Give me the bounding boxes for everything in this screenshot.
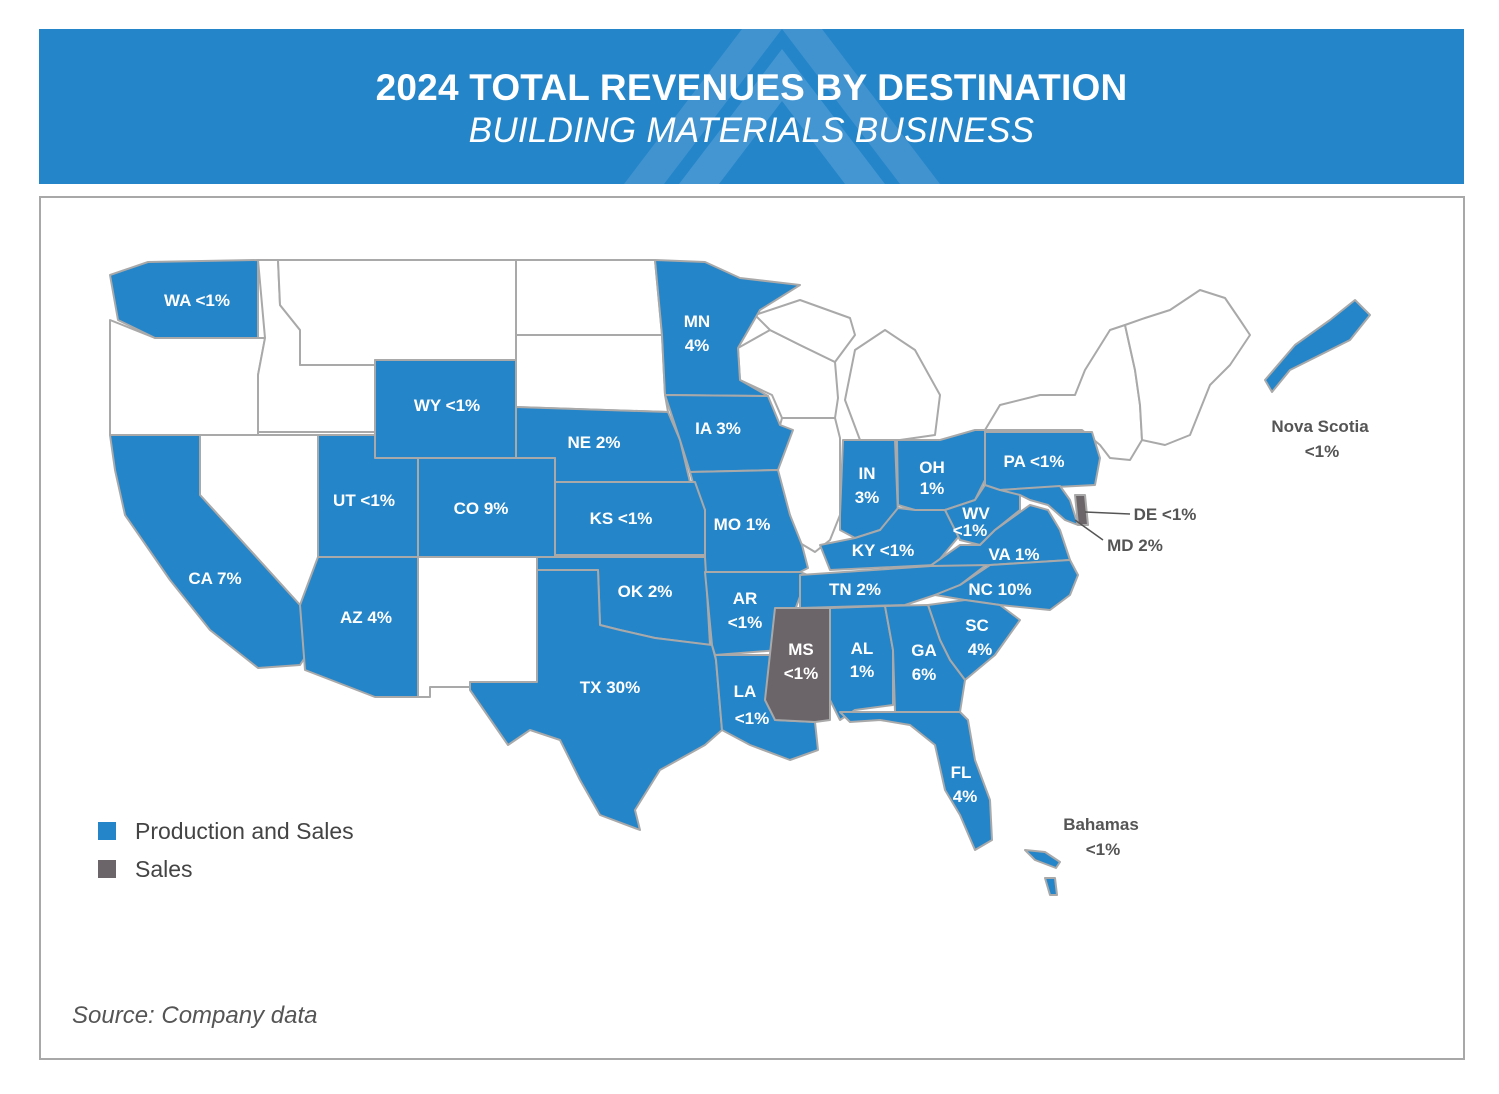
label-CA: CA 7% <box>188 569 241 588</box>
state-ND <box>515 259 663 336</box>
state-WV <box>944 484 1021 546</box>
region-nova-scotia <box>1264 299 1371 393</box>
label-KS: KS <1% <box>590 509 653 528</box>
label-VA: VA 1% <box>988 545 1039 564</box>
label-bahamas: Bahamas <box>1063 815 1139 834</box>
state-GA <box>884 604 966 713</box>
legend-label: Production and Sales <box>135 817 354 844</box>
label-nova-scotia: Nova Scotia <box>1271 417 1369 436</box>
label-AR: AR <box>733 589 758 608</box>
label-AL: AL <box>851 639 874 658</box>
label-MD: MD 2% <box>1107 536 1163 555</box>
value-MN: 4% <box>685 336 710 355</box>
state-KY <box>819 507 961 571</box>
state-FL <box>839 711 993 851</box>
label-UT: UT <1% <box>333 491 395 510</box>
value-FL: 4% <box>953 787 978 806</box>
legend-label: Sales <box>135 855 193 882</box>
label-NC: NC 10% <box>968 580 1031 599</box>
value-bahamas: <1% <box>1086 840 1121 859</box>
label-KY: KY <1% <box>852 541 915 560</box>
label-DE: DE <1% <box>1134 505 1197 524</box>
value-LA: <1% <box>735 709 770 728</box>
state-DE <box>1074 494 1089 526</box>
label-LA: LA <box>734 682 757 701</box>
label-PA: PA <1% <box>1004 452 1065 471</box>
value-SC: 4% <box>968 640 993 659</box>
legend-item-sales: Sales <box>98 850 354 888</box>
label-IN: IN <box>859 464 876 483</box>
value-GA: 6% <box>912 665 937 684</box>
page-title: 2024 TOTAL REVENUES BY DESTINATION <box>375 67 1128 108</box>
value-WV: <1% <box>953 521 988 540</box>
label-GA: GA <box>911 641 937 660</box>
label-MN: MN <box>684 312 710 331</box>
state-SD <box>515 334 669 413</box>
chevron-logo-watermark <box>624 29 940 184</box>
value-MS: <1% <box>784 664 819 683</box>
state-MN <box>654 259 801 397</box>
label-WV: WV <box>962 504 990 523</box>
label-WA: WA <1% <box>164 291 230 310</box>
state-WA <box>109 259 259 339</box>
state-MT <box>277 259 517 366</box>
state-MD <box>999 485 1079 526</box>
state-OH <box>896 429 986 511</box>
state-NM <box>417 556 538 698</box>
state-VA <box>929 504 1071 567</box>
value-IN: 3% <box>855 488 880 507</box>
state-AZ <box>299 556 419 698</box>
label-WY: WY <1% <box>414 396 480 415</box>
label-OK: OK 2% <box>618 582 673 601</box>
header-banner: 2024 TOTAL REVENUES BY DESTINATION BUILD… <box>39 29 1464 184</box>
page-subtitle: BUILDING MATERIALS BUSINESS <box>468 111 1035 150</box>
label-OH: OH <box>919 458 945 477</box>
legend-swatch <box>98 860 116 878</box>
state-NE-states <box>1124 289 1251 446</box>
state-MS <box>764 607 831 723</box>
value-AR: <1% <box>728 613 763 632</box>
label-FL: FL <box>951 763 972 782</box>
source-note: Source: Company data <box>72 1002 318 1029</box>
legend-swatch <box>98 822 116 840</box>
state-TX <box>469 569 723 831</box>
state-MI <box>754 299 941 441</box>
legend-item-production-and-sales: Production and Sales <box>98 812 354 850</box>
value-nova-scotia: <1% <box>1305 442 1340 461</box>
label-CO: CO 9% <box>454 499 509 518</box>
label-SC: SC <box>965 616 989 635</box>
value-OH: 1% <box>920 479 945 498</box>
legend: Production and Sales Sales <box>98 812 354 888</box>
label-AZ: AZ 4% <box>340 608 392 627</box>
region-bahamas <box>1024 849 1061 896</box>
value-AL: 1% <box>850 662 875 681</box>
label-TX: TX 30% <box>580 678 640 697</box>
state-IA <box>664 394 794 473</box>
label-MO: MO 1% <box>714 515 771 534</box>
label-NE: NE 2% <box>568 433 621 452</box>
label-MS: MS <box>788 640 814 659</box>
label-IA: IA 3% <box>695 419 741 438</box>
label-TN: TN 2% <box>829 580 881 599</box>
state-CA <box>109 434 311 669</box>
